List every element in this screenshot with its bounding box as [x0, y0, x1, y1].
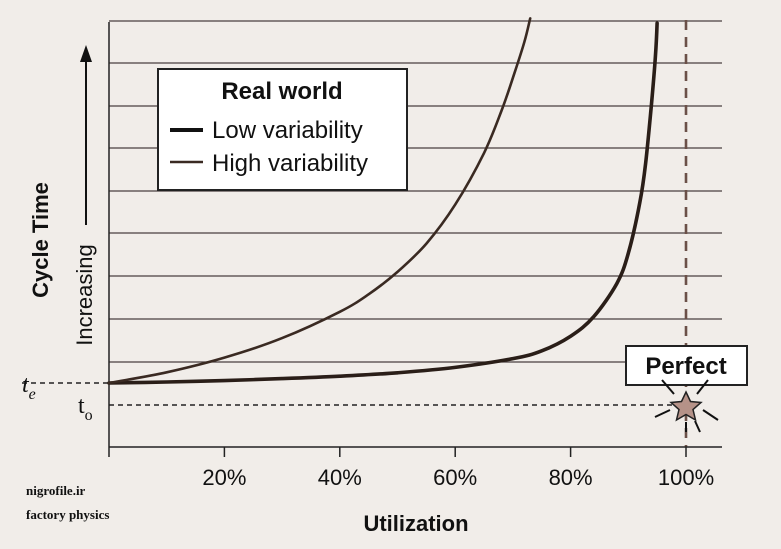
- burst-lines: [654, 379, 719, 433]
- perfect-box: [625, 345, 748, 386]
- series: [107, 17, 659, 385]
- legend: Real world Low variability High variabil…: [157, 68, 408, 191]
- watermark-line1: nigrofile.ir: [26, 483, 86, 498]
- series-line-low-variability: [107, 21, 659, 385]
- legend-item-high: High variability: [212, 150, 368, 177]
- to-label: to: [78, 393, 93, 424]
- te-label: te: [22, 372, 36, 403]
- x-tick-label-60: 60%: [433, 465, 477, 490]
- star-icon: [669, 390, 703, 422]
- x-tick-label-40: 40%: [318, 465, 362, 490]
- axes: [108, 22, 722, 448]
- y-arrow-head-icon: [80, 45, 92, 62]
- y-axis-title: Cycle Time: [28, 182, 53, 298]
- x-axis-title: Utilization: [363, 511, 468, 536]
- series-line-high-variability: [107, 17, 532, 385]
- x-ticks: 20% 40% 60% 80% 100%: [108, 447, 714, 490]
- x-tick-label-80: 80%: [549, 465, 593, 490]
- x-tick-label-20: 20%: [202, 465, 246, 490]
- perfect-annotation: Perfect: [625, 345, 748, 433]
- perfect-label: Perfect: [645, 353, 726, 380]
- reference-lines: [22, 20, 688, 447]
- legend-item-low: Low variability: [212, 117, 363, 144]
- watermark-line2: factory physics: [26, 507, 109, 522]
- legend-title: Real world: [221, 78, 342, 105]
- x-tick-label-100: 100%: [658, 465, 714, 490]
- y-axis-subtitle: Increasing: [72, 244, 97, 346]
